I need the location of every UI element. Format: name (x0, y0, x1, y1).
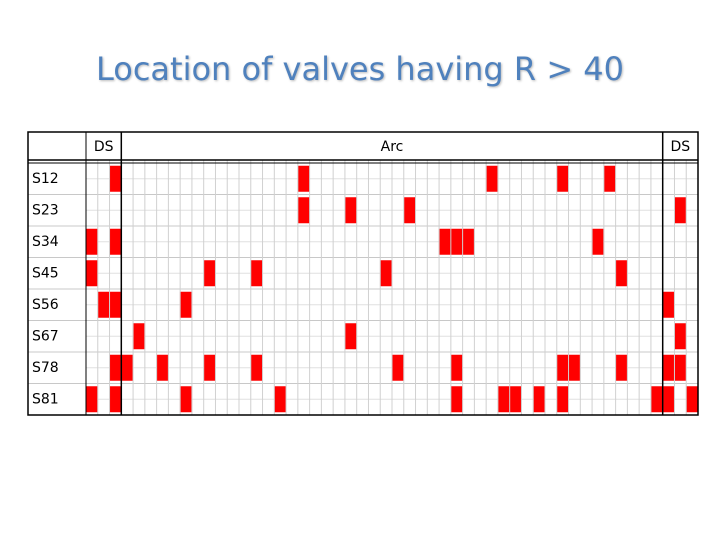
cell (662, 354, 675, 381)
row-label: S23 (32, 202, 59, 218)
row-label: S45 (32, 265, 59, 281)
cell (685, 386, 699, 413)
header-cell (86, 132, 122, 160)
cell (85, 260, 99, 287)
section-label: Arc (381, 139, 404, 155)
cell (97, 291, 110, 318)
cell (615, 354, 628, 381)
cell (344, 323, 357, 350)
cell (674, 197, 687, 224)
cell (297, 197, 310, 224)
row-label: S56 (32, 297, 59, 313)
cell (674, 354, 687, 381)
cell (650, 386, 663, 413)
table-border (27, 131, 699, 416)
cell (391, 354, 405, 381)
cell (438, 228, 452, 255)
cell (203, 260, 216, 287)
cell (250, 354, 263, 381)
row-label: S67 (32, 328, 59, 344)
row-label: S12 (32, 171, 59, 187)
cell (250, 260, 263, 287)
cell (132, 323, 146, 350)
cell (615, 260, 628, 287)
slide-title: Location of valves having R > 40 (96, 50, 624, 88)
cell (109, 354, 122, 381)
cell (568, 354, 581, 381)
cell (662, 386, 675, 413)
cell (674, 323, 687, 350)
header-cell (121, 132, 663, 160)
section-label: DS (94, 139, 114, 155)
cell (556, 165, 569, 192)
cell (591, 228, 605, 255)
cell (662, 291, 675, 318)
cell (450, 354, 463, 381)
cell (109, 386, 122, 413)
row-label: S78 (32, 360, 59, 376)
cell (450, 386, 463, 413)
cell (179, 291, 193, 318)
cell (156, 354, 169, 381)
cell (379, 260, 393, 287)
cell (462, 228, 475, 255)
cell (403, 197, 416, 224)
cell (85, 386, 99, 413)
cell (203, 354, 216, 381)
cell (485, 165, 499, 192)
cell (109, 291, 122, 318)
cell (344, 197, 357, 224)
cell (450, 228, 463, 255)
row-label: S81 (32, 391, 59, 407)
cell (603, 165, 616, 192)
cell (556, 354, 569, 381)
header-cell (662, 132, 698, 160)
cell (109, 165, 122, 192)
cell (532, 386, 546, 413)
cell (179, 386, 193, 413)
row-label: S34 (32, 234, 59, 250)
cell (121, 354, 134, 381)
section-label: DS (671, 139, 691, 155)
cell (109, 228, 122, 255)
cell (556, 386, 569, 413)
cell (297, 165, 310, 192)
cell (274, 386, 287, 413)
cell (509, 386, 522, 413)
cell (85, 228, 99, 255)
cell (497, 386, 510, 413)
